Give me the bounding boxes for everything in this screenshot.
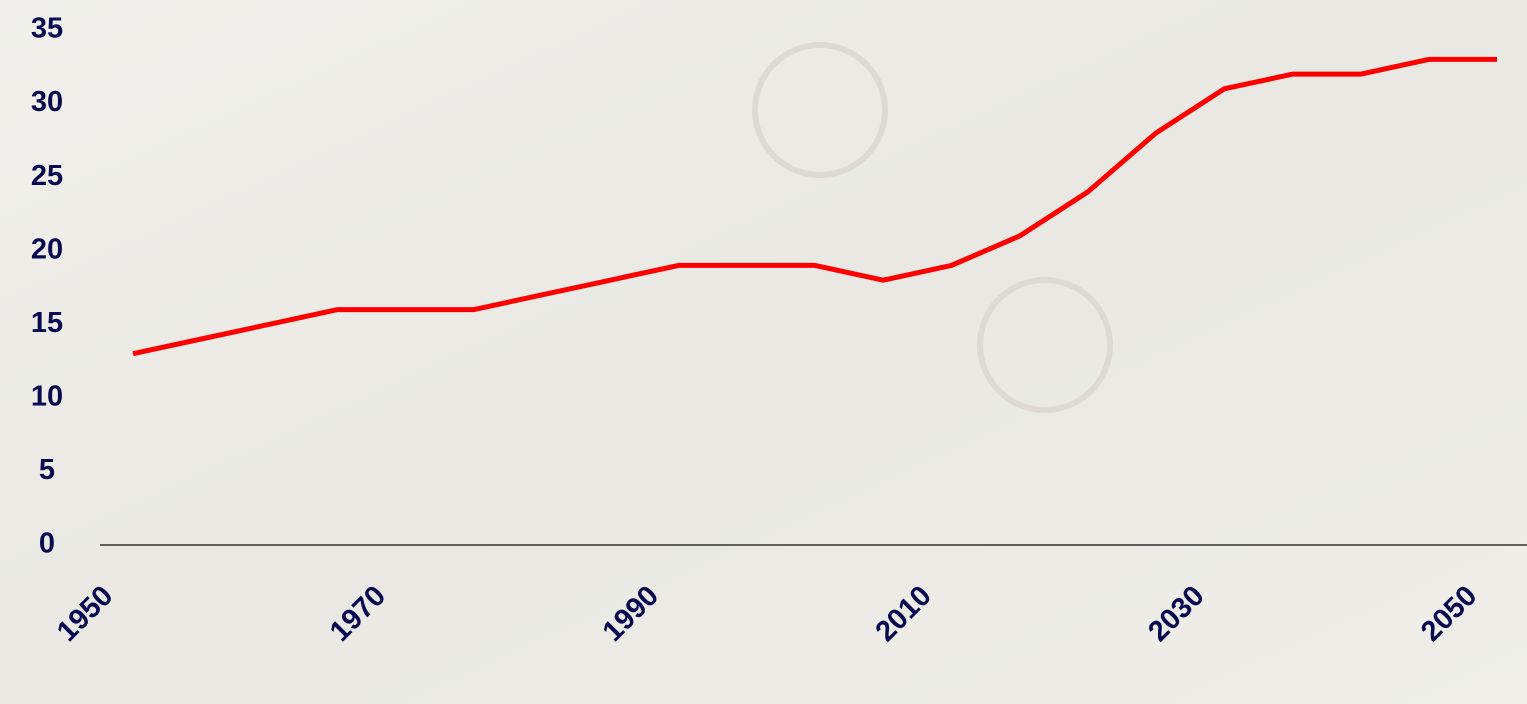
y-tick-label: 10: [31, 381, 63, 413]
y-tick-label: 25: [31, 160, 63, 192]
y-tick-label: 5: [39, 454, 55, 486]
y-tick-label: 20: [31, 233, 63, 265]
data-line: [132, 56, 1497, 357]
decor-seal: [752, 42, 888, 178]
y-tick-label: 15: [31, 307, 63, 339]
y-tick-label: 30: [31, 86, 63, 118]
y-tick-label: 35: [31, 13, 63, 45]
y-tick-label: 0: [39, 528, 55, 560]
decor-seal: [977, 277, 1113, 413]
